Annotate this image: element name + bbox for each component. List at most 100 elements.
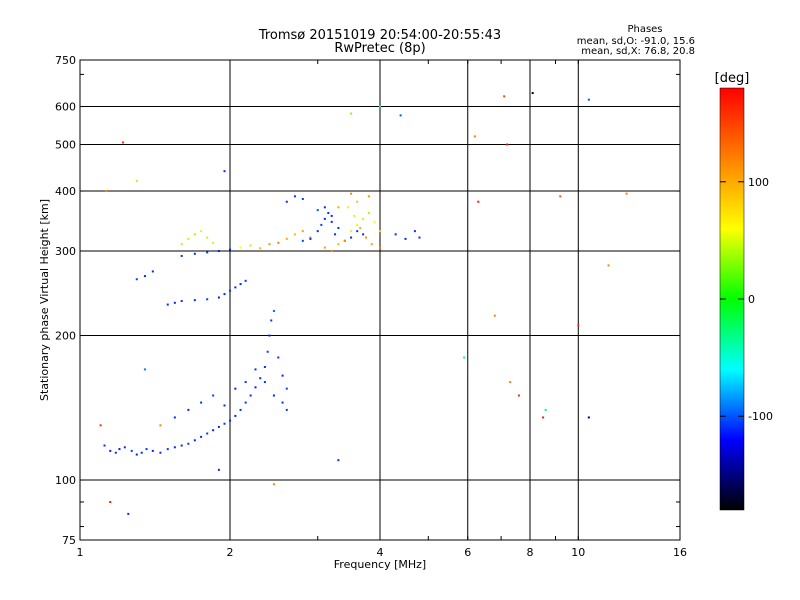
data-point	[587, 98, 590, 101]
data-point	[356, 223, 359, 226]
data-point	[223, 422, 226, 425]
data-point	[320, 223, 323, 226]
data-point	[206, 251, 209, 254]
colorbar-tick-label: 100	[748, 176, 769, 189]
data-point	[223, 404, 226, 407]
data-point	[301, 230, 304, 233]
data-point	[493, 314, 496, 317]
data-point	[587, 416, 590, 419]
data-point	[109, 500, 112, 503]
data-point	[212, 429, 215, 432]
data-point	[234, 414, 237, 417]
stats-header: Phases	[627, 24, 662, 35]
data-point	[266, 350, 269, 353]
stats-line-o: mean, sd,O: -91.0, 15.6	[577, 36, 695, 47]
data-point	[277, 356, 280, 359]
data-point	[316, 230, 319, 233]
data-point	[316, 209, 319, 212]
data-point	[327, 212, 330, 215]
data-point	[277, 241, 280, 244]
data-point	[577, 324, 580, 327]
data-point	[399, 114, 402, 117]
data-point	[607, 264, 610, 267]
data-point	[223, 293, 226, 296]
data-point	[244, 401, 247, 404]
data-point	[285, 237, 288, 240]
data-point	[379, 105, 381, 108]
data-point	[285, 200, 288, 203]
data-point	[337, 206, 340, 209]
stats-line-x: mean, sd,X: 76.8, 20.8	[581, 46, 695, 57]
data-point	[293, 233, 296, 236]
data-point	[350, 112, 353, 115]
data-point	[130, 449, 133, 452]
data-point	[244, 279, 247, 282]
data-point	[122, 141, 125, 144]
data-point	[330, 214, 333, 217]
data-point	[200, 435, 203, 438]
data-point	[103, 444, 106, 447]
data-point	[193, 299, 196, 302]
data-point	[254, 368, 257, 371]
data-point	[118, 448, 121, 451]
data-point	[109, 449, 112, 452]
data-point	[159, 451, 162, 454]
data-point	[531, 92, 534, 95]
data-point	[166, 448, 169, 451]
data-point	[180, 243, 183, 246]
data-point	[193, 233, 196, 236]
data-point	[309, 237, 312, 240]
data-point	[362, 217, 365, 220]
data-point	[212, 241, 215, 244]
data-point	[268, 243, 271, 246]
data-point	[542, 416, 545, 419]
data-point	[143, 368, 146, 371]
data-point	[379, 230, 381, 233]
data-point	[217, 250, 220, 253]
data-point	[301, 198, 304, 201]
data-point	[301, 239, 304, 242]
data-point	[477, 200, 480, 203]
data-point	[99, 424, 102, 427]
data-point	[180, 254, 183, 257]
y-axis-ticks: 75 100 200 300 400 500 600 750	[55, 54, 76, 547]
data-point	[187, 237, 190, 240]
x-tick-label: 1	[77, 546, 84, 559]
data-point	[217, 425, 220, 428]
data-point	[259, 247, 262, 250]
data-point	[362, 233, 365, 236]
data-point	[263, 381, 266, 384]
y-tick-label: 300	[55, 245, 76, 258]
y-tick-label: 750	[55, 54, 76, 67]
data-point	[503, 95, 506, 98]
data-point	[473, 135, 476, 138]
y-tick-label: 400	[55, 185, 76, 198]
data-point	[323, 246, 326, 249]
gridlines	[79, 60, 680, 540]
data-point	[173, 416, 176, 419]
colorbar-tick-label: -100	[748, 410, 773, 423]
data-point	[323, 217, 326, 220]
y-tick-label: 500	[55, 139, 76, 152]
data-point	[272, 483, 275, 486]
data-point	[350, 236, 353, 239]
data-point	[217, 468, 220, 471]
y-tick-label: 100	[55, 474, 76, 487]
data-point	[217, 296, 220, 299]
x-tick-label: 2	[227, 546, 234, 559]
data-point	[517, 394, 520, 397]
data-point	[337, 227, 340, 230]
y-tick-label: 600	[55, 101, 76, 114]
data-point	[145, 448, 148, 451]
data-point	[356, 200, 359, 203]
chart-subtitle: RwPretec (8p)	[334, 41, 425, 56]
data-point	[334, 233, 337, 236]
data-point	[135, 453, 138, 456]
data-point	[254, 386, 257, 389]
data-point	[143, 275, 146, 278]
data-point	[356, 230, 359, 233]
data-point	[346, 206, 349, 209]
data-point	[187, 442, 190, 445]
x-tick-label: 6	[464, 546, 471, 559]
data-point	[259, 377, 262, 380]
